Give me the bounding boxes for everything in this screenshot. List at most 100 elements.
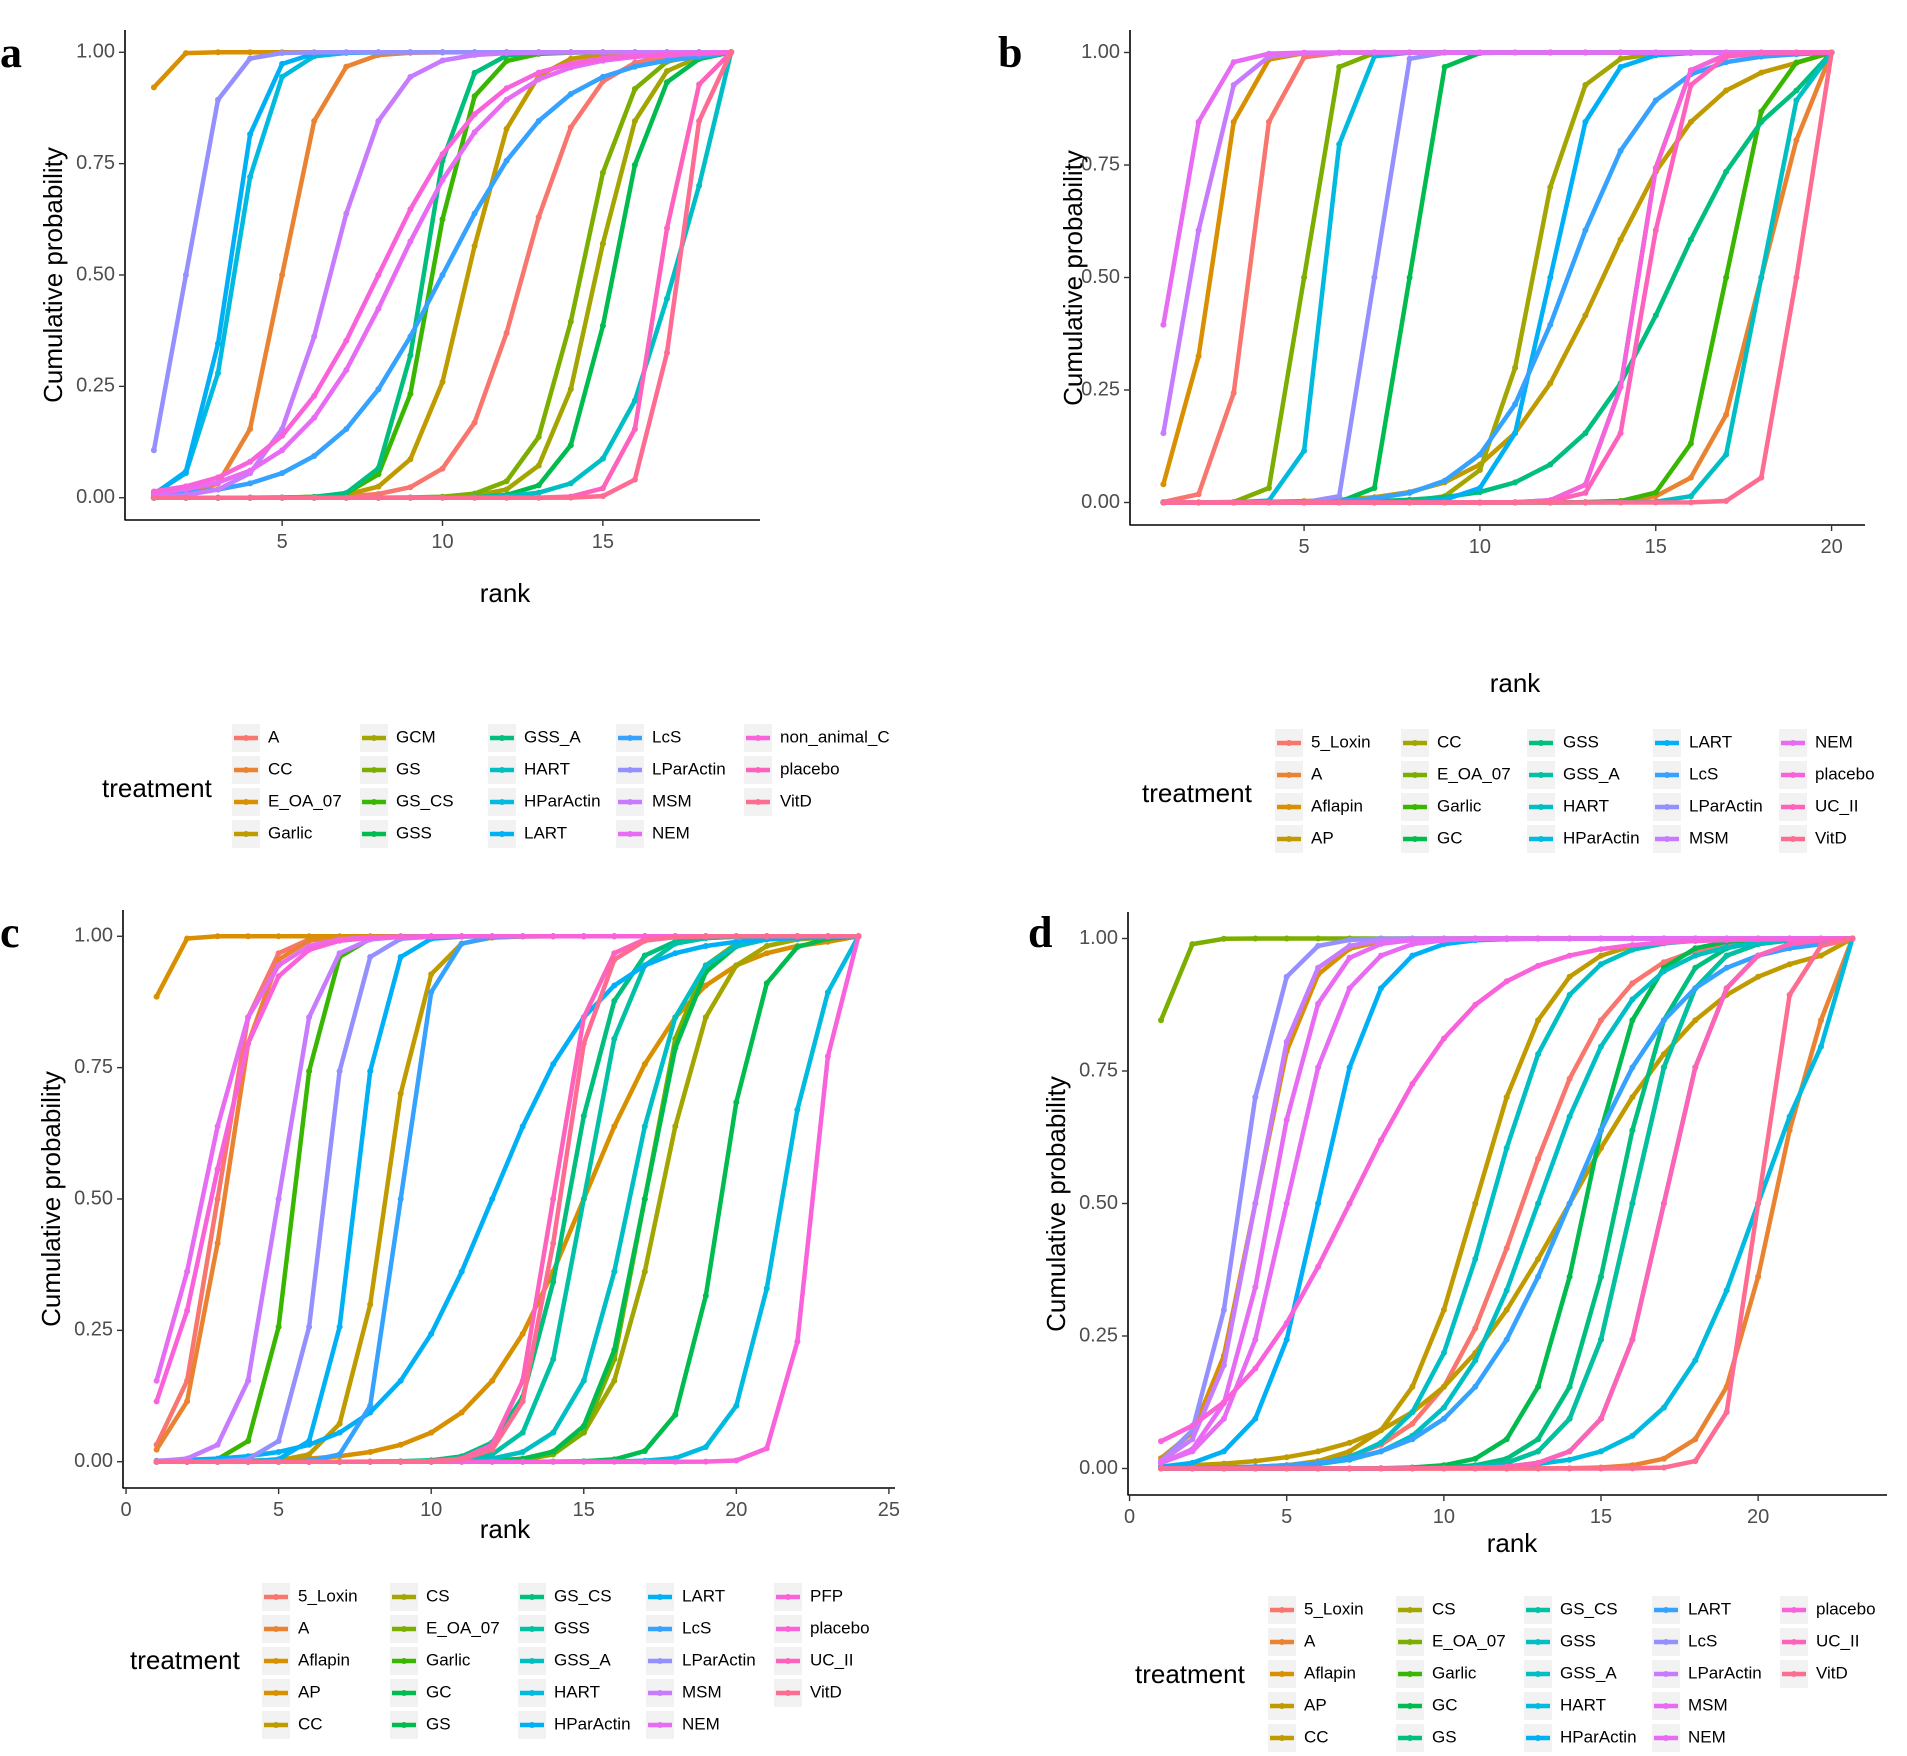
- data-point: [535, 214, 542, 221]
- data-point: [1440, 937, 1447, 944]
- data-point: [1535, 1256, 1542, 1262]
- data-point: [1512, 401, 1519, 408]
- data-point: [1660, 1464, 1667, 1471]
- series-UC_II: [1160, 49, 1835, 506]
- data-point: [1409, 1436, 1416, 1443]
- data-point: [375, 494, 382, 501]
- data-point: [519, 1458, 526, 1465]
- panel-c: c 0.00 0.25 0.50 0.75 1.00 0 5 10 15 20 25 rank Cumul…: [0, 908, 900, 1739]
- legend-swatch-point: [1407, 1735, 1413, 1741]
- data-point: [550, 1356, 557, 1363]
- data-point: [1503, 1436, 1510, 1443]
- legend-item: LART: [1653, 729, 1732, 757]
- data-point: [1371, 49, 1378, 56]
- data-point: [489, 933, 496, 940]
- data-point: [1535, 1436, 1542, 1443]
- data-point: [1189, 1422, 1196, 1429]
- data-point: [439, 57, 446, 64]
- data-point: [1406, 489, 1413, 496]
- legend-swatch-point: [657, 1658, 663, 1664]
- legend-label: HART: [1563, 796, 1609, 815]
- legend-item: A: [262, 1615, 310, 1643]
- data-point: [664, 295, 670, 302]
- data-point: [215, 340, 221, 347]
- legend-label: NEM: [1815, 732, 1853, 751]
- legend-swatch-point: [657, 1594, 663, 1600]
- data-point: [428, 1429, 435, 1436]
- data-point: [1786, 961, 1793, 968]
- legend-label: placebo: [810, 1618, 870, 1637]
- data-point: [567, 124, 574, 131]
- data-point: [489, 1377, 496, 1384]
- data-point: [1660, 1017, 1667, 1024]
- legend-swatch-point: [499, 767, 505, 773]
- data-point: [550, 1458, 557, 1465]
- legend-label: MSM: [652, 791, 692, 810]
- legend-item: placebo: [774, 1615, 870, 1643]
- legend-item: LParActin: [1653, 793, 1763, 821]
- data-point: [1346, 1465, 1353, 1472]
- data-point: [611, 1123, 618, 1130]
- data-point: [1220, 1399, 1227, 1406]
- data-point: [1189, 1448, 1196, 1455]
- legend-swatch-point: [1663, 1639, 1669, 1645]
- data-point: [428, 989, 435, 996]
- data-point: [1629, 942, 1636, 949]
- legend-label: NEM: [652, 823, 690, 842]
- data-point: [1582, 312, 1589, 319]
- data-point: [567, 386, 574, 393]
- data-point: [1566, 1456, 1573, 1463]
- legend-item: GSS_A: [1524, 1660, 1617, 1688]
- data-point: [1652, 165, 1659, 171]
- legend-item: Garlic: [390, 1647, 471, 1675]
- legend-swatch-point: [401, 1658, 407, 1664]
- legend-swatch-point: [499, 831, 505, 837]
- data-point: [150, 494, 157, 501]
- data-point: [1692, 1357, 1699, 1364]
- data-point: [214, 1441, 221, 1448]
- data-point: [1652, 499, 1659, 506]
- data-point: [428, 933, 435, 940]
- data-point: [343, 490, 350, 496]
- legend-item: HART: [488, 756, 570, 784]
- legend-swatch-point: [755, 767, 761, 773]
- data-point: [1195, 118, 1202, 125]
- data-point: [336, 1420, 343, 1427]
- data-point: [580, 933, 587, 940]
- legend-label: GSS: [1563, 732, 1599, 751]
- data-point: [1617, 147, 1624, 154]
- series-line: [154, 934, 861, 1463]
- data-point: [1786, 1113, 1793, 1120]
- data-point: [1503, 1094, 1510, 1101]
- data-point: [1652, 489, 1659, 496]
- legend-item: Aflapin: [262, 1647, 350, 1675]
- data-point: [1617, 55, 1624, 62]
- legend-label: HParActin: [1563, 828, 1640, 847]
- data-point: [367, 1449, 374, 1455]
- data-point: [1566, 1273, 1573, 1280]
- data-point: [471, 494, 478, 501]
- data-point: [1582, 430, 1589, 437]
- legend-item: LParActin: [1652, 1660, 1762, 1688]
- data-point: [1660, 935, 1667, 942]
- data-point: [580, 1429, 587, 1436]
- data-point: [1406, 274, 1413, 281]
- legend-swatch-point: [529, 1626, 535, 1632]
- data-point: [1472, 1383, 1479, 1390]
- data-point: [1566, 935, 1573, 942]
- legend-swatch-point: [371, 767, 377, 773]
- data-point: [1617, 49, 1624, 56]
- data-point: [599, 169, 606, 176]
- data-point: [580, 1014, 587, 1021]
- legend-label: GS: [426, 1714, 451, 1733]
- data-point: [519, 1398, 526, 1405]
- legend-label: CC: [298, 1714, 323, 1733]
- legend-item: HParActin: [488, 788, 601, 816]
- data-point: [439, 379, 446, 385]
- legend-item: 5_Loxin: [1275, 729, 1371, 757]
- series-HParActin: [1160, 49, 1835, 506]
- data-point: [1687, 67, 1694, 74]
- y-axis-title: Cumulative probability: [1041, 1076, 1071, 1332]
- series-line: [1161, 50, 1834, 505]
- data-point: [664, 349, 670, 356]
